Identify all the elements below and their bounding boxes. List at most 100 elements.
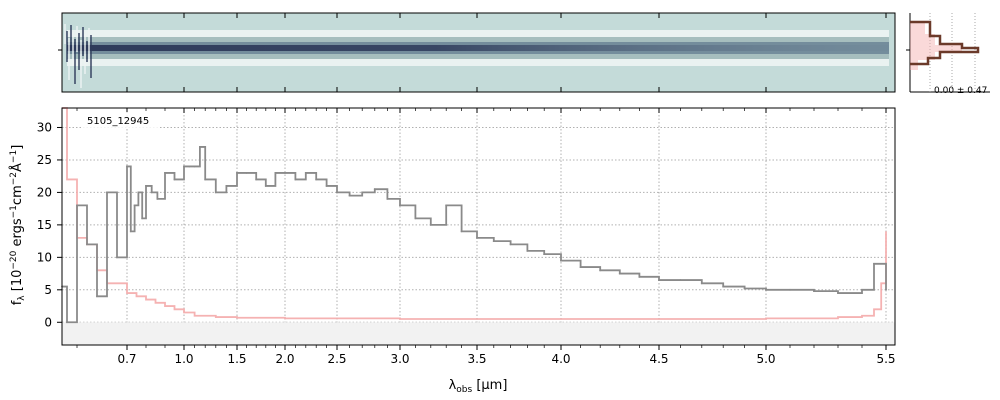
x-tick-label: 3.0 <box>390 352 409 366</box>
flux-point <box>700 282 703 285</box>
flux-point <box>294 178 297 181</box>
edge-noise <box>76 26 78 52</box>
flux-point <box>264 185 267 187</box>
flux-point <box>509 243 512 246</box>
spectrum-2d-panel <box>58 12 896 93</box>
plot-frame <box>61 107 896 346</box>
flux-point <box>116 256 118 259</box>
edge-noise <box>68 38 70 80</box>
flux-point <box>361 191 364 194</box>
flux-point <box>679 279 682 281</box>
flux-point <box>204 178 207 181</box>
flux-point <box>129 230 132 233</box>
y-tick-label: 0 <box>44 315 52 329</box>
spectrum-label-box <box>82 112 160 128</box>
flux-point <box>429 223 432 226</box>
flux-point <box>813 290 815 293</box>
y-tick-label: 10 <box>37 250 52 264</box>
x-tick-label: 3.5 <box>467 352 486 366</box>
flux-point <box>173 178 176 181</box>
flux-point <box>86 243 88 246</box>
profile-model <box>910 22 962 70</box>
x-tick-label: 2.0 <box>275 352 294 366</box>
y-tick-label: 20 <box>37 185 52 199</box>
flux-point <box>255 178 258 181</box>
flux-point <box>861 288 863 291</box>
flux-point <box>743 287 746 290</box>
flux-point <box>658 279 660 281</box>
edge-noise <box>74 39 76 84</box>
x-tick-label: 4.5 <box>649 352 668 366</box>
flux-point <box>199 146 201 148</box>
x-tick-label: 0.7 <box>117 352 136 366</box>
y-tick-label: 5 <box>44 283 52 297</box>
flux-point <box>414 217 417 220</box>
edge-noise <box>78 33 80 70</box>
flux-point <box>873 262 875 265</box>
flux-point <box>137 191 140 194</box>
flux-point <box>304 172 307 174</box>
flux-point <box>837 292 839 294</box>
flux-point <box>492 240 495 243</box>
flux-point <box>560 259 562 262</box>
flux-point <box>66 321 68 324</box>
flux-point <box>193 165 196 168</box>
flux-point <box>348 194 351 197</box>
x-tick-label: 5.5 <box>876 352 895 366</box>
flux-point <box>133 204 136 207</box>
flux-point <box>164 172 166 174</box>
flux-point <box>638 275 641 278</box>
plot-area <box>62 108 895 345</box>
flux-point <box>315 178 318 181</box>
edge-noise <box>64 24 66 44</box>
spectrum-1d-panel: 0.7 1.0 1.5 2.0 2.5 3.0 3.5 4.0 4.5 5.0 5.5 0 5 10 15 2… <box>37 107 896 366</box>
profile-panel <box>906 13 990 93</box>
flux-point <box>373 188 376 191</box>
x-axis-title: λobs [μm] <box>449 378 508 395</box>
flux-point <box>885 288 887 291</box>
flux-point <box>526 249 529 252</box>
x-tick-label: 1.5 <box>227 352 246 366</box>
x-tick-label: 4.0 <box>551 352 570 366</box>
flux-point <box>236 172 238 174</box>
flux-point <box>156 198 159 200</box>
edge-noise <box>84 34 86 74</box>
profile-annotation: 0.00 ± 0.47 <box>934 86 987 96</box>
flux-point <box>325 185 328 187</box>
flux-point <box>765 288 767 291</box>
flux-point <box>445 204 448 207</box>
flux-point <box>789 288 791 291</box>
flux-point <box>579 266 582 268</box>
flux-point <box>386 198 389 200</box>
flux-point <box>225 185 228 187</box>
spectrum-label: 5105_12945 <box>87 116 149 127</box>
edge-noise <box>86 41 88 62</box>
flux-point <box>188 165 191 168</box>
flux-point <box>336 191 338 194</box>
edge-noise <box>72 32 74 66</box>
edge-noise <box>70 25 72 48</box>
y-tick-label: 15 <box>37 218 52 232</box>
flux-point <box>76 204 78 207</box>
flux-point <box>476 236 478 239</box>
flux-point <box>399 204 401 207</box>
flux-point <box>106 191 108 194</box>
profile-line <box>910 20 980 66</box>
flux-point <box>245 172 248 174</box>
x-tick-label: 2.5 <box>327 352 346 366</box>
flux-point <box>722 285 725 288</box>
trace-core <box>67 45 889 51</box>
zero-shade <box>62 322 895 345</box>
edge-noise <box>82 27 84 56</box>
flux-point <box>183 165 185 168</box>
edge-noise <box>80 40 82 88</box>
flux-point <box>145 185 147 187</box>
edge-noise <box>88 28 90 60</box>
x-tick-label: 5.0 <box>756 352 775 366</box>
flux-point <box>150 191 153 194</box>
flux-point <box>543 253 546 255</box>
flux-point <box>618 272 621 275</box>
flux-point <box>460 230 463 233</box>
x-tick-label: 1.0 <box>174 352 193 366</box>
